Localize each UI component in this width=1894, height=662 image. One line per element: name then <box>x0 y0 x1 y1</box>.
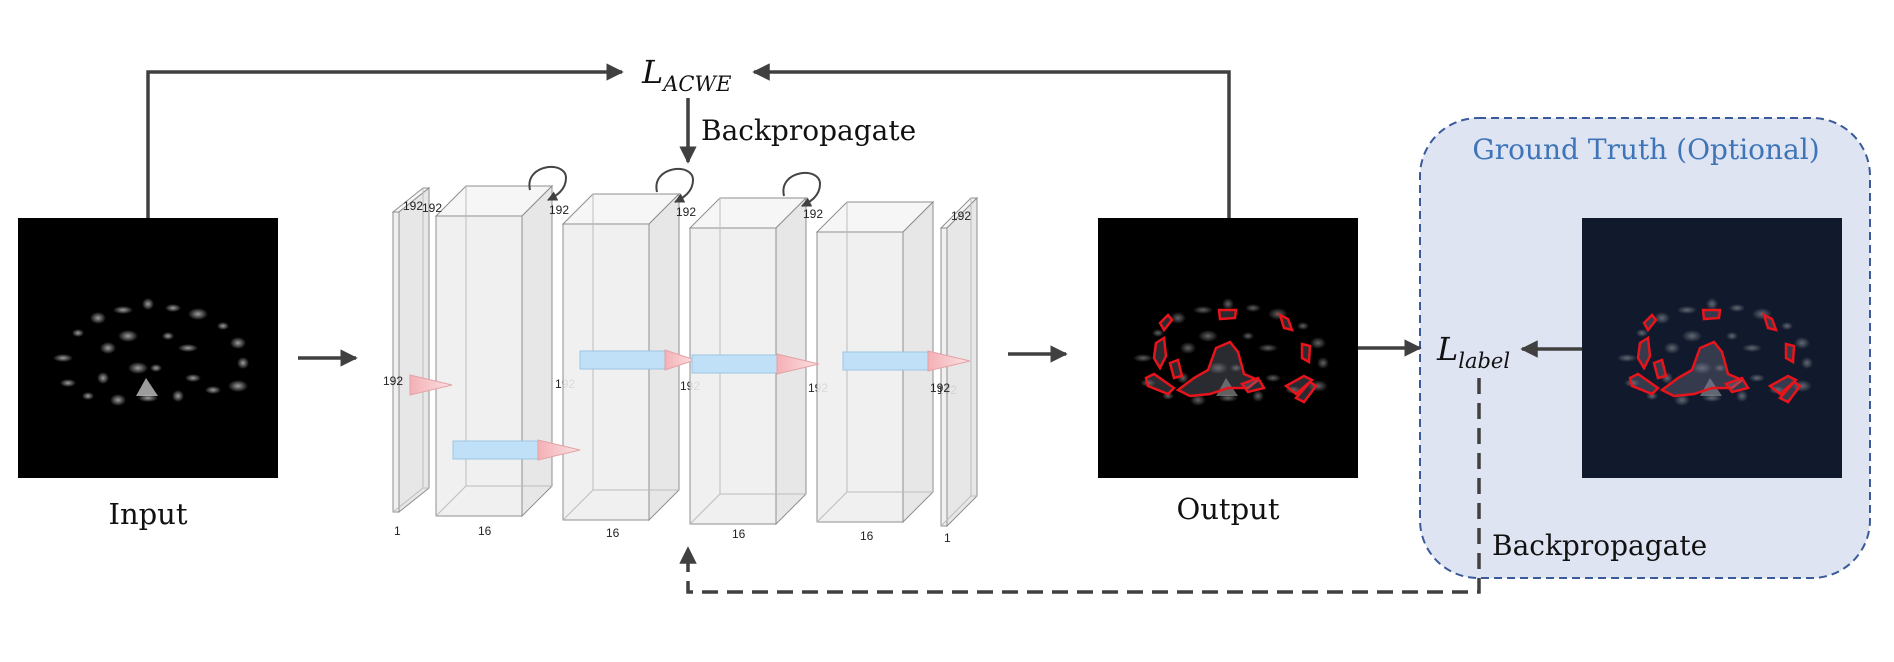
label-backprop-path <box>679 378 1481 594</box>
ground-truth-image <box>1582 218 1842 478</box>
output-image <box>1098 218 1358 478</box>
ground-truth-title: Ground Truth (Optional) <box>1472 133 1819 166</box>
recurrent-loop-2 <box>655 167 695 203</box>
layer-top-dim: 192 <box>422 201 442 215</box>
layer-side-dim: 192 <box>383 374 403 388</box>
kernel-layer-4 <box>842 350 971 372</box>
layer-depth-dim: 16 <box>478 524 492 538</box>
layer-depth-dim: 1 <box>394 524 401 538</box>
layer-top-dim: 192 <box>676 205 696 219</box>
network-diagram: 1921921192192161921921619219216192192161… <box>383 165 979 545</box>
input-image <box>18 218 278 478</box>
acwe-feedback-loop <box>146 63 1231 218</box>
layer-top-dim: 192 <box>549 203 569 217</box>
kernel-layer-2 <box>579 349 697 371</box>
layer-depth-dim: 16 <box>606 526 620 540</box>
kernel-layer-1 <box>452 439 581 461</box>
recurrent-loop-1 <box>528 165 568 201</box>
layer-1: 192 192 1 <box>383 186 431 538</box>
input-label: Input <box>108 497 187 531</box>
backpropagate-label-bottom: Backpropagate <box>1492 529 1707 562</box>
layer-depth-dim: 16 <box>732 527 746 541</box>
kernel-layer-3 <box>691 353 820 375</box>
layer-top-dim: 192 <box>951 209 971 223</box>
layer-side-dim: 192 <box>930 381 950 395</box>
loss-acwe: LACWE <box>641 53 731 96</box>
layer-top-dim: 192 <box>403 199 423 213</box>
backpropagate-label-top: Backpropagate <box>701 114 916 147</box>
layer-depth-dim: 16 <box>860 529 874 543</box>
layer-depth-dim: 1 <box>944 531 951 545</box>
layer-top-dim: 192 <box>803 207 823 221</box>
layer-6: 192 192 1 <box>930 196 979 545</box>
layer-5: 192 192 16 <box>803 200 957 543</box>
kernel-input <box>409 374 453 396</box>
loss-label: Llabel <box>1436 330 1510 373</box>
recurrent-loop-3 <box>782 171 822 207</box>
output-label: Output <box>1176 492 1279 526</box>
layer-2: 192 192 16 <box>422 184 575 538</box>
layer-3: 192 192 16 <box>549 192 700 540</box>
